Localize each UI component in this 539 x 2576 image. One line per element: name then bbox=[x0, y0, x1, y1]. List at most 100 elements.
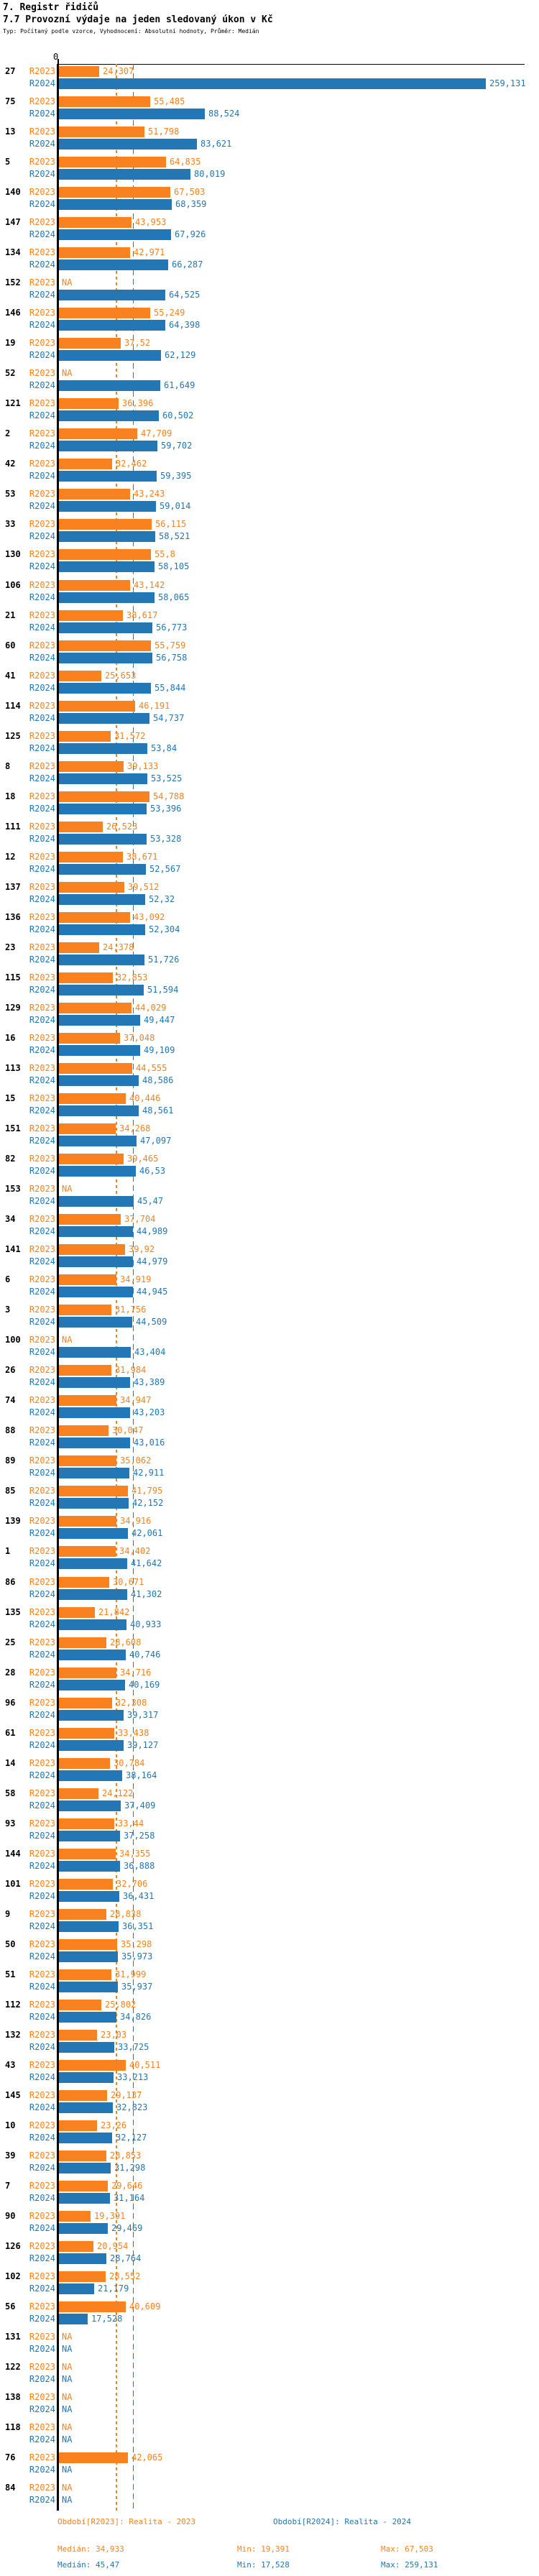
series-label-r2024: R2024 bbox=[29, 1619, 55, 1629]
bar-r2024 bbox=[59, 622, 152, 633]
bar-value-r2024: 33,725 bbox=[118, 2042, 149, 2052]
series-label-r2023: R2023 bbox=[29, 2030, 55, 2040]
bar-r2023 bbox=[59, 610, 123, 621]
bar-r2023 bbox=[59, 1698, 112, 1708]
bar-value-r2023: 35,298 bbox=[121, 1939, 152, 1949]
row-id-label: 14 bbox=[5, 1758, 16, 1768]
series-label-r2023: R2023 bbox=[29, 1244, 55, 1254]
row-id-label: 26 bbox=[5, 1365, 16, 1375]
series-label-r2023: R2023 bbox=[29, 1455, 55, 1466]
bar-value-r2024: 44,945 bbox=[137, 1287, 168, 1297]
series-label-r2023: R2023 bbox=[29, 1607, 55, 1617]
series-label-r2024: R2024 bbox=[29, 169, 55, 179]
series-label-r2024: R2024 bbox=[29, 2495, 55, 2505]
series-label-r2023: R2023 bbox=[29, 1788, 55, 1798]
series-label-r2023: R2023 bbox=[29, 1154, 55, 1164]
row-id-label: 106 bbox=[5, 580, 21, 590]
bar-r2024 bbox=[59, 1287, 133, 1297]
series-label-r2023: R2023 bbox=[29, 701, 55, 711]
bar-value-r2023: 25,802 bbox=[105, 2000, 137, 2010]
bar-value-r2023: 47,709 bbox=[141, 428, 172, 438]
bar-r2023 bbox=[59, 66, 99, 77]
bar-value-r2023: 33,44 bbox=[118, 1818, 144, 1828]
bar-value-r2024: 42,911 bbox=[133, 1468, 165, 1478]
bar-value-r2023: 24,307 bbox=[103, 66, 134, 76]
bar-r2024 bbox=[59, 471, 157, 482]
bar-value-r2023: 44,555 bbox=[136, 1063, 167, 1073]
bar-value-r2023: 30,784 bbox=[114, 1758, 145, 1768]
bar-value-r2024: 66,287 bbox=[172, 259, 203, 270]
series-label-r2023: R2023 bbox=[29, 671, 55, 681]
bar-value-r2023: 43,142 bbox=[134, 580, 165, 590]
bar-value-r2024: 52,304 bbox=[149, 924, 180, 934]
bar-value-r2023: 28,552 bbox=[109, 2271, 141, 2281]
row-id-label: 126 bbox=[5, 2241, 21, 2251]
row-id-label: 42 bbox=[5, 459, 16, 469]
row-id-label: 101 bbox=[5, 1879, 21, 1889]
series-label-r2023: R2023 bbox=[29, 1546, 55, 1556]
bar-r2023 bbox=[59, 489, 130, 500]
bar-value-r2024: 39,127 bbox=[127, 1740, 159, 1750]
bar-r2023 bbox=[59, 761, 124, 772]
bar-value-r2023: 44,029 bbox=[135, 1003, 167, 1013]
bar-r2023 bbox=[59, 972, 113, 983]
bar-r2024 bbox=[59, 199, 172, 210]
series-label-r2023: R2023 bbox=[29, 1184, 55, 1194]
bar-value-r2024: 61,649 bbox=[164, 380, 195, 390]
row-id-label: 115 bbox=[5, 972, 21, 983]
row-id-label: 146 bbox=[5, 308, 21, 318]
bar-value-r2024: 60,502 bbox=[162, 410, 194, 420]
series-label-r2024: R2024 bbox=[29, 1650, 55, 1660]
na-label-r2023: NA bbox=[62, 1335, 73, 1345]
series-label-r2024: R2024 bbox=[29, 1861, 55, 1871]
series-label-r2023: R2023 bbox=[29, 1637, 55, 1647]
bar-r2024 bbox=[59, 109, 205, 119]
bar-r2024 bbox=[59, 834, 147, 845]
series-label-r2023: R2023 bbox=[29, 1516, 55, 1526]
row-id-label: 102 bbox=[5, 2271, 21, 2281]
series-label-r2023: R2023 bbox=[29, 1758, 55, 1768]
series-label-r2024: R2024 bbox=[29, 1045, 55, 1055]
bar-value-r2023: 37,704 bbox=[124, 1214, 156, 1224]
bar-value-r2023: 55,249 bbox=[154, 308, 185, 318]
bar-value-r2024: 34,826 bbox=[120, 2012, 152, 2022]
bar-r2023 bbox=[59, 126, 144, 137]
bar-r2024 bbox=[59, 592, 155, 603]
bar-r2024 bbox=[59, 743, 147, 754]
row-id-label: 86 bbox=[5, 1577, 16, 1587]
bar-r2023 bbox=[59, 1758, 110, 1769]
series-label-r2023: R2023 bbox=[29, 549, 55, 559]
na-label-r2024: NA bbox=[62, 2404, 73, 2414]
row-id-label: 5 bbox=[5, 157, 11, 167]
na-label-r2023: NA bbox=[62, 277, 73, 288]
bar-value-r2024: 35,937 bbox=[121, 1982, 153, 1992]
bar-r2024 bbox=[59, 561, 155, 572]
series-label-r2023: R2023 bbox=[29, 1939, 55, 1949]
row-id-label: 140 bbox=[5, 187, 21, 197]
bar-r2024 bbox=[59, 1105, 139, 1116]
series-label-r2024: R2024 bbox=[29, 985, 55, 995]
bar-r2024 bbox=[59, 1347, 131, 1358]
bar-r2024 bbox=[59, 1045, 140, 1056]
na-label-r2024: NA bbox=[62, 2465, 73, 2475]
series-label-r2024: R2024 bbox=[29, 864, 55, 874]
series-label-r2023: R2023 bbox=[29, 187, 55, 197]
series-label-r2024: R2024 bbox=[29, 1710, 55, 1720]
bar-r2023 bbox=[59, 671, 101, 681]
bar-value-r2024: 56,773 bbox=[156, 622, 188, 632]
bar-r2023 bbox=[59, 1093, 126, 1104]
bar-value-r2024: 31,164 bbox=[114, 2193, 145, 2203]
row-id-label: 50 bbox=[5, 1939, 16, 1949]
series-label-r2023: R2023 bbox=[29, 1668, 55, 1678]
bar-r2024 bbox=[59, 2163, 111, 2174]
bar-r2023 bbox=[59, 187, 170, 198]
bar-r2023 bbox=[59, 731, 111, 742]
legend-median-2023: Medián: 34,933 bbox=[57, 2544, 124, 2554]
bar-value-r2023: 39,92 bbox=[129, 1244, 155, 1254]
bar-r2024 bbox=[59, 1861, 120, 1872]
bar-value-r2023: 31,984 bbox=[115, 1365, 147, 1375]
series-label-r2024: R2024 bbox=[29, 2374, 55, 2384]
row-id-label: 8 bbox=[5, 761, 11, 771]
series-label-r2024: R2024 bbox=[29, 2012, 55, 2022]
series-label-r2023: R2023 bbox=[29, 942, 55, 952]
